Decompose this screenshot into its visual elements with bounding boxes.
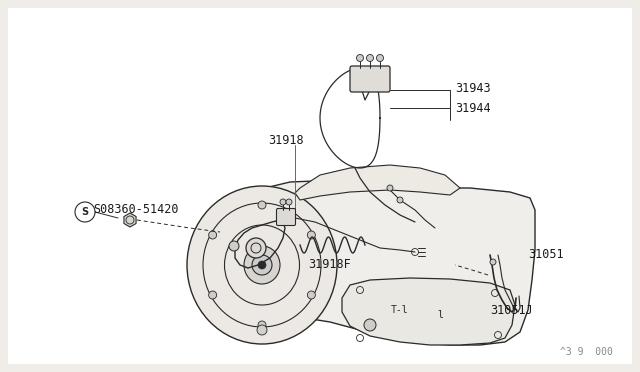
Text: 31918: 31918 [268,134,303,147]
Text: 31051: 31051 [528,248,564,262]
Circle shape [209,291,216,299]
FancyBboxPatch shape [276,208,296,225]
Text: S08360-51420: S08360-51420 [93,202,179,215]
Circle shape [490,259,496,265]
Circle shape [258,201,266,209]
Circle shape [356,55,364,61]
Circle shape [258,261,266,269]
Polygon shape [342,278,515,345]
Circle shape [246,238,266,258]
Polygon shape [295,165,460,200]
Text: 31918F: 31918F [308,259,351,272]
Text: 31943: 31943 [455,81,491,94]
Circle shape [387,185,393,191]
Circle shape [252,255,272,275]
Ellipse shape [187,186,337,344]
FancyBboxPatch shape [350,66,390,92]
Circle shape [75,202,95,222]
Circle shape [364,319,376,331]
Text: T-l: T-l [391,305,409,315]
Circle shape [376,55,383,61]
Circle shape [397,197,403,203]
Circle shape [280,199,286,205]
Text: ^3 9  000: ^3 9 000 [560,347,613,357]
Circle shape [307,291,316,299]
Circle shape [367,55,374,61]
Circle shape [307,231,316,239]
Circle shape [209,231,216,239]
Circle shape [286,199,292,205]
Text: 31051J: 31051J [490,304,532,317]
Polygon shape [124,213,136,227]
Ellipse shape [244,246,280,284]
Text: 31944: 31944 [455,102,491,115]
Circle shape [257,325,267,335]
Text: S: S [81,207,88,217]
Circle shape [229,241,239,251]
Circle shape [258,321,266,329]
Polygon shape [248,180,535,345]
Text: l: l [437,310,443,320]
